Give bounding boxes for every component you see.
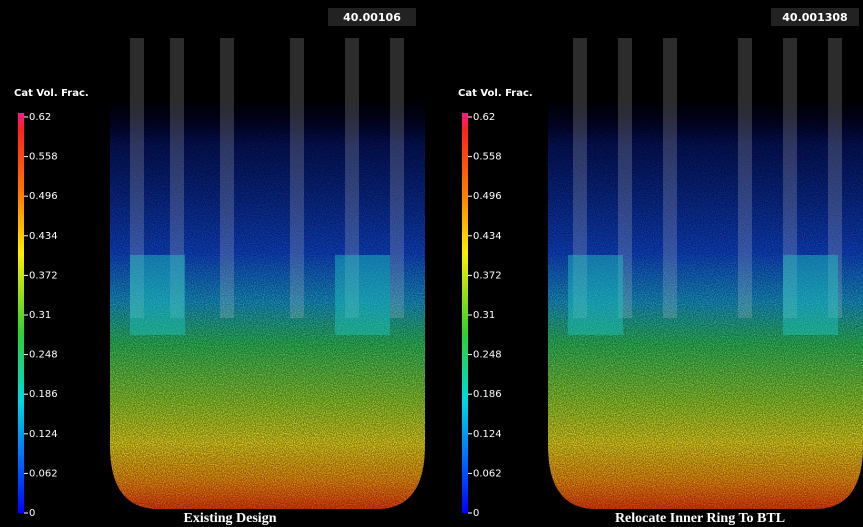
colorbar-tick-label: 0.186 [473,389,502,400]
vessel-particles [548,95,863,509]
colorbar-tick-label: 0 [29,508,35,519]
time-stamp: 40.00106 [343,11,401,24]
time-box [328,8,416,26]
colorbar-tick-label: 0.186 [29,389,58,400]
colorbar-tick-label: 0.248 [29,350,58,361]
time-box [771,8,859,26]
pipe [783,38,797,318]
colorbar-title: Cat Vol. Frac. [14,88,89,99]
colorbar-tick-label: 0.31 [29,310,51,321]
colorbar-tick-label: 0.248 [473,350,502,361]
time-stamp: 40.001308 [782,11,847,24]
caption: Existing Design [184,511,277,526]
caption: Relocate Inner Ring To BTL [615,511,785,526]
pipe [390,38,404,318]
colorbar-tick-label: 0 [473,508,479,519]
colorbar-tick-label: 0.62 [29,112,51,123]
panel: Cat Vol. Frac. 0.62 0.558 0.496 0.434 0.372 0.… [458,8,863,526]
pipe [618,38,632,318]
colorbar-tick-label: 0.31 [473,310,495,321]
colorbar-tick-label: 0.558 [29,152,58,163]
colorbar-tick-label: 0.434 [29,231,58,242]
pipe [290,38,304,318]
pipe [170,38,184,318]
ring-plume [568,255,623,335]
colorbar-tick-label: 0.372 [473,270,502,281]
colorbar-tick-label: 0.496 [473,191,502,202]
colorbar-tick-label: 0.062 [473,468,502,479]
panel: Cat Vol. Frac. 0.62 0.558 0.496 0.434 0.372 0.… [14,8,425,526]
ring-plume [130,255,185,335]
colorbar-tick-label: 0.434 [473,231,502,242]
colorbar-title: Cat Vol. Frac. [458,88,533,99]
pipe [828,38,842,318]
pipe [738,38,752,318]
ring-plume [783,255,838,335]
colorbar-tick-label: 0.372 [29,270,58,281]
colorbar [462,113,468,513]
pipe [220,38,234,318]
pipe [345,38,359,318]
colorbar-tick-label: 0.062 [29,468,58,479]
colorbar-tick-label: 0.496 [29,191,58,202]
colorbar-tick-label: 0.62 [473,112,495,123]
colorbar-tick-label: 0.124 [29,429,58,440]
pipe [130,38,144,318]
colorbar-tick-label: 0.124 [473,429,502,440]
vessel-particles [110,95,425,509]
pipe [573,38,587,318]
colorbar [18,113,24,513]
ring-plume [335,255,390,335]
pipe [663,38,677,318]
colorbar-tick-label: 0.558 [473,152,502,163]
